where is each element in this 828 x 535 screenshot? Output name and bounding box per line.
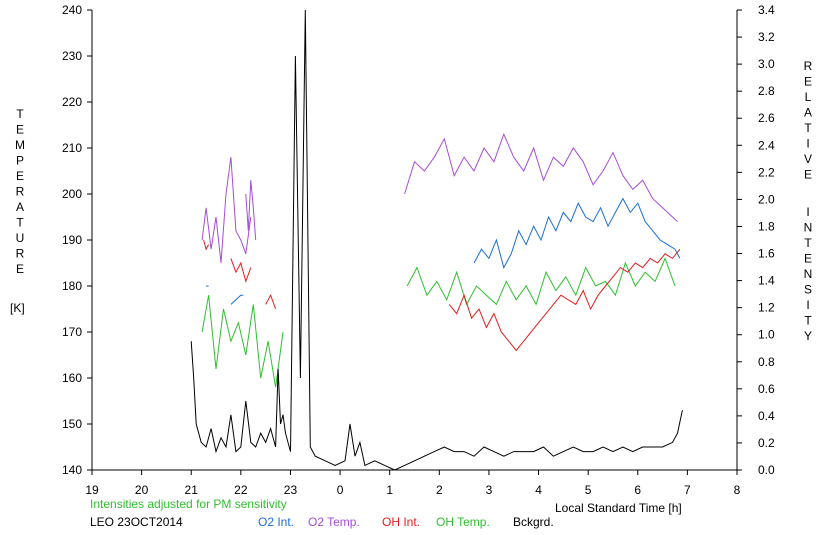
right-label-letter: L xyxy=(805,90,812,104)
right-tick-label: 3.4 xyxy=(758,3,775,17)
right-label-letter: N xyxy=(804,221,813,235)
left-tick-label: 150 xyxy=(62,417,82,431)
legend-o2-int: O2 Int. xyxy=(258,515,294,529)
left-label-letter: A xyxy=(16,200,24,214)
left-label-letter: M xyxy=(15,138,25,152)
series-layer xyxy=(190,9,683,470)
oh-int-line xyxy=(448,248,681,352)
oh-int-line xyxy=(230,258,252,284)
right-tick-label: 3.0 xyxy=(758,57,775,71)
legend-oh-int: OH Int. xyxy=(382,515,420,529)
left-label-letter: T xyxy=(16,107,24,121)
right-tick-label: 2.2 xyxy=(758,165,775,179)
left-tick-label: 220 xyxy=(62,95,82,109)
left-tick-label: 170 xyxy=(62,325,82,339)
left-label-letter: T xyxy=(16,216,24,230)
right-label-letter: V xyxy=(804,152,812,166)
left-label-letter: U xyxy=(16,231,25,245)
x-tick-label: 5 xyxy=(585,483,592,497)
legend-bckgrd: Bckgrd. xyxy=(513,515,554,529)
x-tick-label: 2 xyxy=(436,483,443,497)
left-tick-label: 200 xyxy=(62,187,82,201)
right-label-letter: T xyxy=(804,236,812,250)
oh-int-line xyxy=(265,293,277,310)
left-y-ticks: 140 150 160 170 180 190 200 210 220 230 240 xyxy=(62,3,92,477)
x-tick-label: 6 xyxy=(634,483,641,497)
left-label-letter: E xyxy=(16,262,24,276)
right-tick-label: 1.6 xyxy=(758,247,775,261)
right-label-letter: T xyxy=(804,121,812,135)
oh-temp-line xyxy=(201,295,284,388)
left-label-letter: R xyxy=(16,185,25,199)
left-label-letter: R xyxy=(16,247,25,261)
o2-int-line xyxy=(230,294,244,305)
right-tick-label: 1.0 xyxy=(758,328,775,342)
x-tick-label: 21 xyxy=(185,483,199,497)
right-label-letter: E xyxy=(804,168,812,182)
left-tick-label: 180 xyxy=(62,279,82,293)
x-tick-label: 0 xyxy=(337,483,344,497)
x-tick-label: 23 xyxy=(284,483,298,497)
right-label-letter: R xyxy=(804,59,813,73)
right-tick-label: 0.4 xyxy=(758,409,775,423)
right-tick-label: 2.8 xyxy=(758,84,775,98)
right-tick-label: 1.2 xyxy=(758,301,775,315)
right-label-letter: E xyxy=(804,252,812,266)
right-tick-label: 0.6 xyxy=(758,382,775,396)
left-axis-unit: [K] xyxy=(10,301,25,315)
legend-oh-temp: OH Temp. xyxy=(436,515,490,529)
left-tick-label: 230 xyxy=(62,49,82,63)
bckgrd-line xyxy=(190,9,683,470)
right-tick-label: 0.2 xyxy=(758,436,775,450)
left-tick-label: 240 xyxy=(62,3,82,17)
station-label: LEO 23OCT2014 xyxy=(90,515,183,529)
left-tick-label: 190 xyxy=(62,233,82,247)
right-label-letter: Y xyxy=(804,329,812,343)
o2-temp-line xyxy=(201,157,252,264)
o2-temp-line xyxy=(404,132,678,222)
right-label-letter: N xyxy=(804,267,813,281)
left-tick-label: 210 xyxy=(62,141,82,155)
right-label-letter: I xyxy=(806,137,809,151)
oh-temp-line xyxy=(406,257,676,306)
right-label-letter: S xyxy=(804,283,812,297)
o2-int-line xyxy=(473,197,681,269)
right-label-letter: E xyxy=(804,75,812,89)
right-label-letter: I xyxy=(806,205,809,219)
right-tick-label: 2.0 xyxy=(758,192,775,206)
left-tick-label: 140 xyxy=(62,463,82,477)
x-tick-label: 8 xyxy=(734,483,741,497)
right-y-ticks: 0.0 0.2 0.4 0.6 0.8 1.0 1.2 1.4 1.6 1.8 2.0 2.2 2.4 2… xyxy=(737,3,775,477)
right-label-letter: I xyxy=(806,298,809,312)
right-tick-label: 1.4 xyxy=(758,274,775,288)
x-tick-label: 7 xyxy=(684,483,691,497)
left-label-letter: E xyxy=(16,123,24,137)
x-tick-label: 3 xyxy=(486,483,493,497)
right-label-letter: A xyxy=(804,106,812,120)
oh-int-line xyxy=(203,239,210,251)
legend-o2-temp: O2 Temp. xyxy=(308,515,360,529)
right-tick-label: 3.2 xyxy=(758,30,775,44)
o2-temp-line xyxy=(245,180,257,241)
x-tick-label: 4 xyxy=(535,483,542,497)
x-tick-label: 22 xyxy=(234,483,248,497)
x-tick-label: 1 xyxy=(386,483,393,497)
x-tick-label: 20 xyxy=(135,483,149,497)
left-tick-label: 160 xyxy=(62,371,82,385)
x-ticks: 19 20 21 22 23 0 1 2 3 4 5 6 7 8 xyxy=(85,470,741,497)
right-label-letter: T xyxy=(804,314,812,328)
right-tick-label: 0.0 xyxy=(758,463,775,477)
right-tick-label: 0.8 xyxy=(758,355,775,369)
left-label-letter: P xyxy=(16,154,24,168)
right-tick-label: 1.8 xyxy=(758,219,775,233)
x-tick-label: 19 xyxy=(85,483,99,497)
left-label-letter: E xyxy=(16,169,24,183)
sensitivity-note: Intensities adjusted for PM sensitivity xyxy=(90,497,287,511)
right-tick-label: 2.6 xyxy=(758,111,775,125)
x-axis-label: Local Standard Time [h] xyxy=(555,501,682,515)
right-tick-label: 2.4 xyxy=(758,138,775,152)
